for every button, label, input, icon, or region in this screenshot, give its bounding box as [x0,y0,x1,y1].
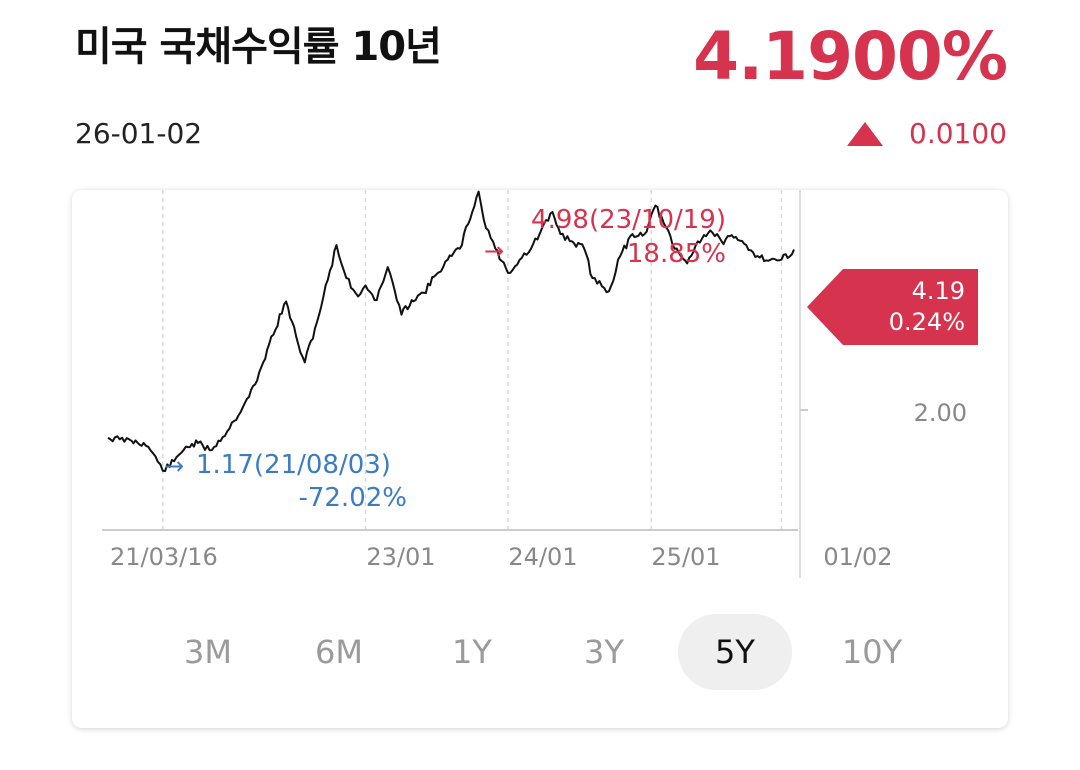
max-pct: 18.85% [627,239,726,269]
period-selector: 3M 6M 1Y 3Y 5Y 10Y [72,614,1008,690]
min-label: 1.17(21/08/03) [196,450,391,480]
series-line [107,190,795,473]
period-1y-button[interactable]: 1Y [415,614,529,690]
current-value-tag [807,269,978,345]
period-label: 5Y [715,633,755,671]
x-tick-label: 24/01 [508,543,577,571]
current-price: 4.1900% [693,18,1008,95]
min-arrow-icon: → [164,452,184,480]
page-title: 미국 국채수익률 10년 [75,24,442,70]
chart-card: → 4.98(23/10/19) 18.85% → 1.17(21/08/03)… [72,190,1008,728]
x-tick-label: 25/01 [651,543,720,571]
period-label: 3M [184,633,232,671]
price-change-value: 0.0100 [909,117,1007,150]
period-5y-button[interactable]: 5Y [678,614,792,690]
price-chart: → 4.98(23/10/19) 18.85% → 1.17(21/08/03)… [102,190,978,578]
period-10y-button[interactable]: 10Y [815,614,929,690]
min-pct: -72.02% [298,483,407,513]
current-pct: 0.24% [889,308,965,336]
max-label: 4.98(23/10/19) [531,205,726,235]
x-tick-label: 01/02 [823,543,892,571]
period-3y-button[interactable]: 3Y [547,614,661,690]
current-value: 4.19 [912,277,965,305]
period-label: 3Y [584,633,624,671]
period-label: 6M [315,633,363,671]
period-6m-button[interactable]: 6M [282,614,396,690]
period-3m-button[interactable]: 3M [151,614,265,690]
price-change: 0.0100 [847,117,1007,150]
up-triangle-icon [847,121,884,146]
x-tick-label: 23/01 [366,543,435,571]
period-label: 10Y [841,633,903,671]
quote-date: 26-01-02 [75,117,203,150]
max-arrow-icon: → [484,237,504,265]
x-tick-label: 21/03/16 [110,543,218,571]
period-label: 1Y [452,633,492,671]
y-tick-label: 2.00 [914,399,967,427]
